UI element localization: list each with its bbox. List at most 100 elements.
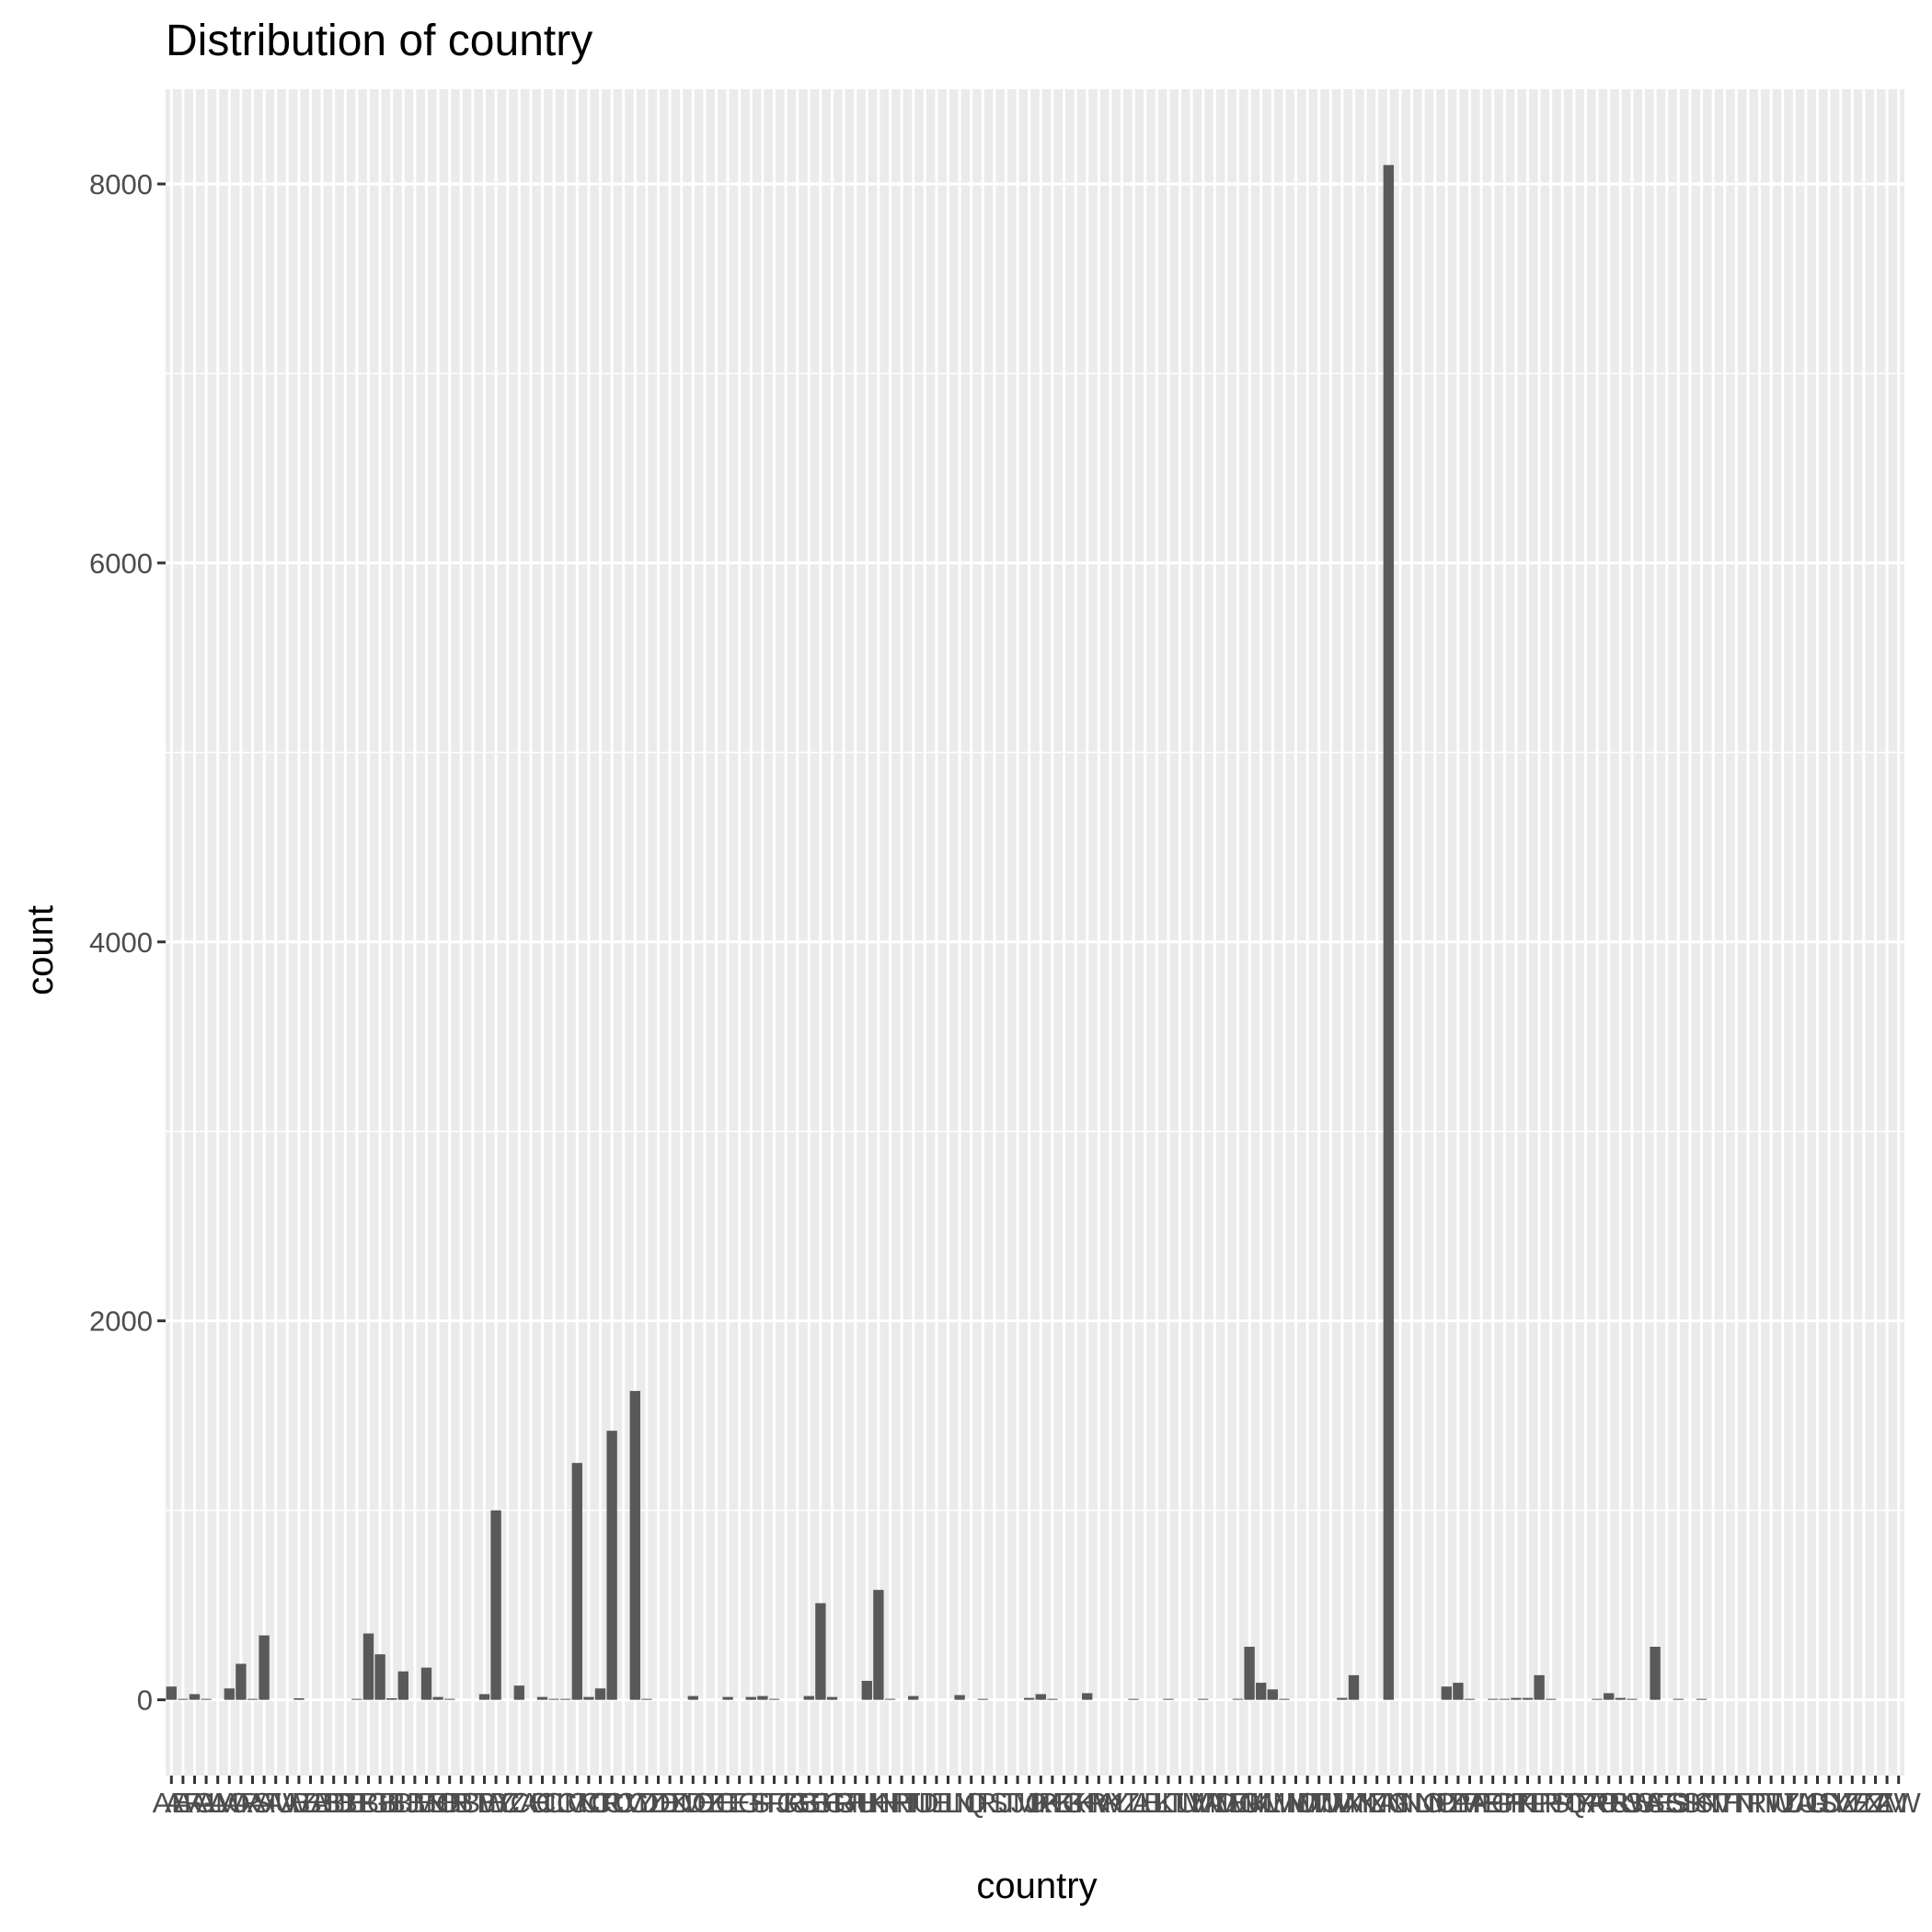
x-tick-label-AR: AR xyxy=(221,1787,260,1819)
bar-LA xyxy=(1128,1698,1139,1700)
x-tick-label-TT: TT xyxy=(1742,1787,1777,1819)
x-tick-label-QA: QA xyxy=(1565,1787,1606,1819)
x-tick-label-BB: BB xyxy=(303,1787,340,1819)
x-tick-label-SI: SI xyxy=(1665,1787,1692,1819)
x-tick-label-GR: GR xyxy=(811,1787,854,1819)
bar-JO xyxy=(1024,1697,1035,1700)
x-tick-label-BD: BD xyxy=(314,1787,353,1819)
y-tick-label: 2000 xyxy=(89,1305,153,1338)
x-tick-label-GE: GE xyxy=(788,1787,830,1819)
x-tick-label-AT: AT xyxy=(247,1787,281,1819)
bar-LT xyxy=(1163,1698,1174,1700)
x-tick-label-AO: AO xyxy=(209,1787,250,1819)
x-tick-label-BZ: BZ xyxy=(489,1787,526,1819)
x-tick-label-HR: HR xyxy=(869,1787,911,1819)
bar-MK xyxy=(1244,1646,1255,1700)
x-tick-label-DE: DE xyxy=(638,1787,678,1819)
x-tick-label-SE: SE xyxy=(1636,1787,1673,1819)
bar-AZ xyxy=(293,1697,305,1700)
x-tick-label-BJ: BJ xyxy=(386,1787,420,1819)
x-tick-label-UA: UA xyxy=(1775,1787,1814,1819)
bar-MY xyxy=(1348,1674,1360,1700)
y-axis-title: count xyxy=(20,905,61,995)
x-tick-label-FR: FR xyxy=(766,1787,804,1819)
x-tick-label-CL: CL xyxy=(535,1787,572,1819)
x-tick-label-UY: UY xyxy=(1810,1787,1849,1819)
bar-AR xyxy=(236,1663,247,1700)
bar-CY xyxy=(629,1390,640,1700)
x-tick-label-MM: MM xyxy=(1248,1787,1296,1819)
bar-BG xyxy=(362,1633,374,1700)
x-tick-label-PS: PS xyxy=(1532,1787,1570,1819)
x-tick-label-AE: AE xyxy=(153,1787,190,1819)
x-tick-label-PH: PH xyxy=(1485,1787,1524,1819)
x-tick-label-BM: BM xyxy=(394,1787,437,1819)
bar-AF xyxy=(178,1698,189,1700)
x-tick-label-IL: IL xyxy=(937,1787,960,1819)
x-tick-label-NO: NO xyxy=(1402,1787,1445,1819)
x-tick-label-CZ: CZ xyxy=(627,1787,665,1819)
x-tick-label-SN: SN xyxy=(1682,1787,1721,1819)
grid-lines xyxy=(166,89,1904,1776)
x-tick-label-BA: BA xyxy=(292,1787,330,1819)
x-tick-label-ZA: ZA xyxy=(1857,1787,1894,1819)
x-tick-label-ID: ID xyxy=(911,1787,939,1819)
y-tick-label: 0 xyxy=(137,1685,153,1717)
bar-CR xyxy=(594,1688,606,1700)
bar-RW xyxy=(1627,1698,1638,1700)
x-tick-label-UG: UG xyxy=(1785,1787,1828,1819)
bar-FI xyxy=(757,1696,768,1700)
x-tick-label-LK: LK xyxy=(1139,1787,1174,1819)
bar-BN xyxy=(420,1667,432,1700)
x-tick-label-AF: AF xyxy=(165,1787,201,1819)
x-tick-label-GU: GU xyxy=(834,1787,877,1819)
bar-AE xyxy=(166,1686,177,1700)
bar-MA xyxy=(1198,1698,1209,1700)
x-tick-label-EC: EC xyxy=(696,1787,736,1819)
x-tick-label-OM: OM xyxy=(1435,1787,1481,1819)
bar-JP xyxy=(1035,1694,1046,1700)
bar-CA xyxy=(513,1685,524,1700)
x-tick-label-AZ: AZ xyxy=(281,1787,317,1819)
x-tick-label-EE: EE xyxy=(708,1787,746,1819)
x-tick-label-HN: HN xyxy=(858,1787,900,1819)
x-tick-label-DZ: DZ xyxy=(685,1787,723,1819)
x-tick-label-MD: MD xyxy=(1192,1787,1236,1819)
x-tick-label-CY: CY xyxy=(615,1787,655,1819)
x-tick-label-NG: NG xyxy=(1367,1787,1410,1819)
x-tick-label-PG: PG xyxy=(1472,1787,1513,1819)
x-tick-label-CH: CH xyxy=(511,1787,552,1819)
x-tick-label-VN: VN xyxy=(1844,1787,1883,1819)
x-tick-label-KY: KY xyxy=(1091,1787,1129,1819)
chart-title: Distribution of country xyxy=(166,17,592,65)
x-tick-label-GT: GT xyxy=(824,1787,864,1819)
x-tick-label-IT: IT xyxy=(994,1787,1019,1819)
x-tick-label-MT: MT xyxy=(1287,1787,1328,1819)
x-tick-label-AW: AW xyxy=(265,1787,311,1819)
x-tick-label-SK: SK xyxy=(1671,1787,1709,1819)
x-tick-label-IS: IS xyxy=(981,1787,1007,1819)
x-tick-label-TR: TR xyxy=(1729,1787,1766,1819)
x-tick-label-CV: CV xyxy=(604,1787,643,1819)
bar-AS xyxy=(247,1698,259,1700)
bar-BI xyxy=(386,1697,397,1700)
x-tick-label-BY: BY xyxy=(477,1787,514,1819)
x-tick-label-AS: AS xyxy=(234,1787,271,1819)
bar-KR xyxy=(1082,1693,1093,1700)
bar-BJ xyxy=(397,1671,408,1700)
x-tick-label-KG: KG xyxy=(1043,1787,1085,1819)
x-tick-label-PY: PY xyxy=(1555,1787,1593,1819)
bar-CM xyxy=(560,1698,571,1700)
y-tick-label: 4000 xyxy=(89,926,153,959)
bar-PA xyxy=(1464,1698,1476,1700)
x-tick-label-ML: ML xyxy=(1241,1787,1281,1819)
x-tick-label-KE: KE xyxy=(1033,1787,1071,1819)
x-tick-label-BS: BS xyxy=(443,1787,480,1819)
bar-BH xyxy=(374,1654,385,1700)
plot-panel xyxy=(166,89,1904,1776)
x-tick-label-LV: LV xyxy=(1175,1787,1208,1819)
x-tick-label-DK: DK xyxy=(650,1787,690,1819)
x-tick-label-BE: BE xyxy=(327,1787,364,1819)
x-tick-label-MG: MG xyxy=(1215,1787,1261,1819)
